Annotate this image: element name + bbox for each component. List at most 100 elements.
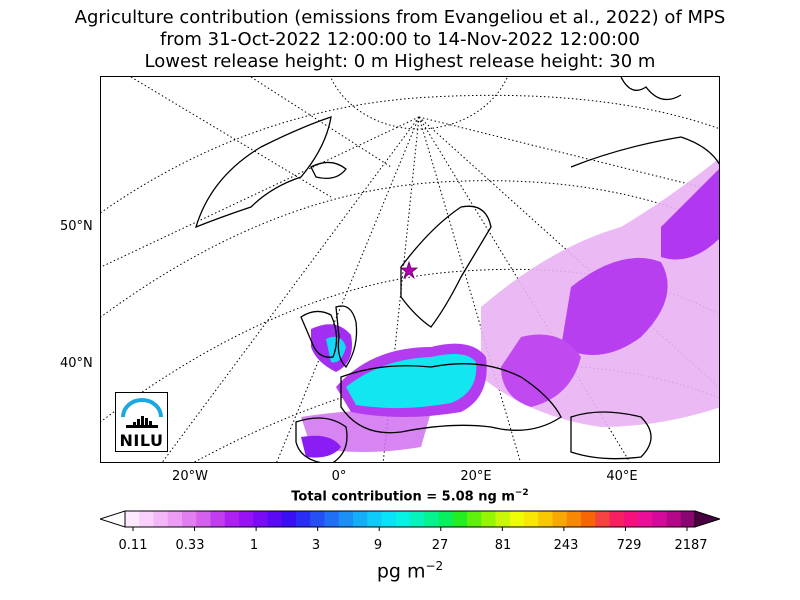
plume-violet-east (561, 257, 668, 355)
colorbar-cell (353, 511, 368, 527)
colorbar-cell (410, 511, 425, 527)
colorbar-cell (680, 511, 696, 527)
concentration-plume (301, 158, 719, 458)
colorbar-cell (638, 511, 653, 527)
colorbar-cell (467, 511, 482, 527)
nilu-logo-base (126, 425, 158, 428)
meridian-line (276, 116, 420, 462)
colorbar-outline (124, 510, 696, 528)
colorbar-tick-label: 1 (249, 538, 259, 553)
nilu-logo-bar (149, 421, 152, 426)
plume-cyan-core (346, 353, 477, 409)
colorbar-cell (666, 511, 682, 527)
colorbar-cell (395, 511, 411, 527)
russia-arctic-coast (570, 136, 719, 168)
plume-british-core (326, 336, 346, 363)
colorbar-tick-label: 243 (553, 538, 579, 553)
colorbar-cell (452, 511, 468, 527)
meridian-line (161, 116, 420, 462)
lat-label-50n: 50°N (60, 219, 93, 234)
nilu-logo-text: NILU (119, 431, 164, 450)
parallel-line (101, 180, 719, 318)
colorbar-unit-base: pg m (376, 560, 426, 583)
nilu-logo-bar (137, 419, 140, 426)
colorbar-cell (566, 511, 582, 527)
britain-coast (335, 305, 358, 369)
plot-title-line-2: from 31-Oct-2022 12:00:00 to 14-Nov-2022… (160, 29, 640, 50)
lon-label-40e: 40°E (606, 469, 638, 484)
plume-iberia-south (301, 435, 341, 458)
total-contribution: Total contribution = 5.08 ng m−2 (0, 488, 800, 504)
meridian-line (250, 77, 392, 168)
colorbar-cell (224, 511, 240, 527)
colorbar-cell (438, 511, 454, 527)
release-site-star-icon (399, 260, 419, 280)
lat-label-40n: 40°N (60, 356, 93, 371)
plot-title-line-3: Lowest release height: 0 m Highest relea… (144, 51, 656, 72)
parallel-line (101, 94, 719, 214)
colorbar-unit-exponent: −2 (425, 559, 444, 573)
colorbar-cell (196, 511, 211, 527)
iceland-coast (310, 161, 347, 180)
colorbar-cell (595, 511, 610, 527)
colorbar-tick-label: 81 (494, 538, 512, 553)
colorbar-cell (153, 511, 169, 527)
colorbar-cell (310, 511, 325, 527)
colorbar (100, 510, 720, 531)
nilu-logo-arc (121, 398, 163, 418)
scandinavia-coast (400, 205, 492, 328)
colorbar-cell (424, 511, 439, 527)
colorbar-cell (552, 511, 568, 527)
nilu-logo-graphic (121, 398, 163, 428)
turkey-coast (570, 411, 652, 460)
nilu-logo: NILU (115, 392, 168, 452)
colorbar-cell (167, 511, 183, 527)
colorbar-cell (324, 511, 340, 527)
colorbar-cell (139, 511, 154, 527)
colorbar-ticks (132, 527, 688, 531)
coastlines (194, 77, 719, 462)
colorbar-tick-label: 2187 (674, 538, 708, 553)
colorbar-cell (509, 511, 525, 527)
colorbar-cell (652, 511, 667, 527)
plume-violet-northeast (661, 168, 719, 260)
total-contribution-exponent: −2 (514, 488, 529, 498)
iberia-coast (295, 417, 348, 462)
plume-violet-center (501, 334, 581, 407)
colorbar-cell (182, 511, 197, 527)
total-contribution-text: Total contribution = 5.08 ng m (291, 489, 515, 505)
nilu-logo-bar (133, 422, 136, 426)
greenland-coast (194, 116, 332, 229)
plot-title-line-1: Agriculture contribution (emissions from… (74, 7, 726, 28)
colorbar-tick-label: 0.33 (175, 538, 205, 553)
colorbar-cell (281, 511, 297, 527)
nilu-logo-bar (145, 418, 148, 426)
colorbar-cell (481, 511, 496, 527)
colorbar-cell (538, 511, 553, 527)
colorbar-cell (267, 511, 283, 527)
colorbar-tick-label: 0.11 (118, 538, 148, 553)
colorbar-cell (581, 511, 596, 527)
colorbar-tick-label: 729 (616, 538, 642, 553)
novaya-zemlya-coast (620, 77, 682, 101)
colorbar-under-extension (100, 510, 126, 528)
lon-label-20e: 20°E (460, 469, 492, 484)
colorbar-cell (338, 511, 354, 527)
colorbar-cell (524, 511, 539, 527)
nilu-logo-bar (141, 416, 144, 426)
meridian-line (418, 116, 521, 462)
colorbar-tick-label: 3 (311, 538, 321, 553)
colorbar-tick-label: 27 (431, 538, 449, 553)
colorbar-cell (623, 511, 639, 527)
colorbar-cell (495, 511, 511, 527)
europe-mainland-coast (340, 363, 562, 434)
colorbar-cell (609, 511, 625, 527)
ireland-coast (300, 310, 338, 358)
lon-label-0: 0° (331, 469, 347, 484)
lon-label-20w: 20°W (172, 469, 208, 484)
colorbar-unit-label: pg m−2 (0, 559, 800, 582)
meridian-line (101, 116, 420, 268)
colorbar-cell (381, 511, 397, 527)
colorbar-tick-label: 9 (373, 538, 383, 553)
colorbar-cell (125, 511, 140, 527)
